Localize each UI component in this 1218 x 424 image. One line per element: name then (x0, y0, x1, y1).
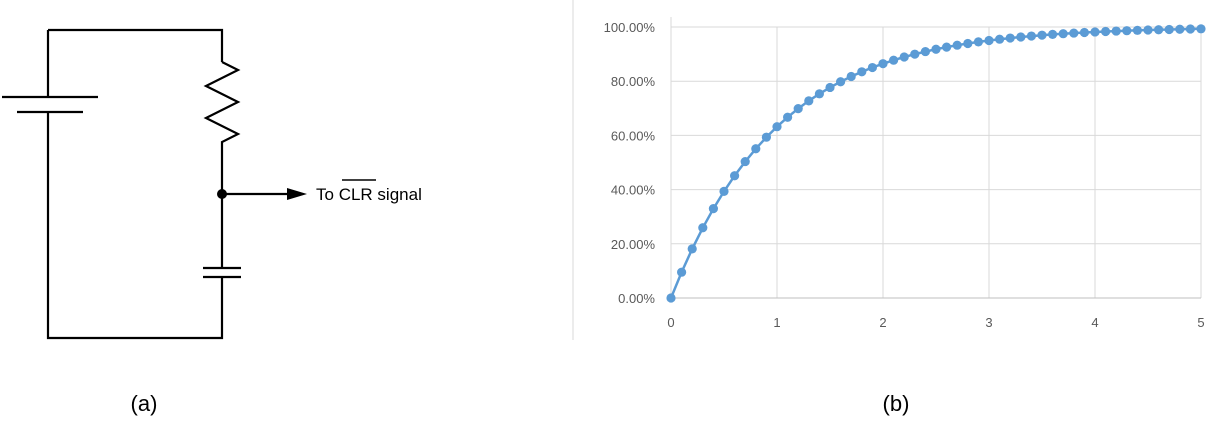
y-tick-label: 100.00% (604, 20, 656, 35)
data-point (857, 67, 867, 77)
charge-curve-chart: 0.00% 20.00% 40.00% 60.00% 80.00% 100.00% 0 1 2 3… (604, 17, 1206, 330)
output-label-signal: CLR (339, 185, 373, 204)
y-tick-label: 40.00% (611, 183, 656, 198)
data-point (1164, 24, 1174, 35)
data-point (878, 59, 888, 69)
data-point (931, 44, 941, 54)
output-arrow (287, 188, 307, 200)
x-tick-label: 0 (667, 315, 674, 330)
chart-grid (671, 26, 1202, 298)
data-point (942, 42, 952, 52)
data-point (1005, 33, 1015, 43)
data-point (867, 62, 878, 73)
data-point (1122, 26, 1132, 36)
data-point (1048, 29, 1058, 39)
data-point (836, 77, 846, 87)
top-wire (48, 28, 224, 62)
data-point (751, 144, 761, 154)
data-point (1037, 30, 1047, 40)
data-point (1016, 32, 1026, 42)
data-point (666, 293, 676, 303)
data-point (1111, 26, 1121, 36)
data-point (687, 244, 697, 254)
data-point (730, 171, 740, 181)
data-point (952, 40, 962, 50)
data-point (708, 204, 719, 214)
data-point (740, 156, 750, 167)
data-point (1069, 28, 1079, 38)
data-point (899, 52, 909, 62)
data-point (1143, 25, 1153, 35)
x-tick-label: 1 (773, 315, 780, 330)
data-point (772, 122, 782, 132)
data-point (995, 34, 1005, 44)
data-point (920, 46, 931, 57)
x-tick-label: 5 (1197, 315, 1204, 330)
data-point (1026, 31, 1036, 41)
data-point (793, 104, 803, 114)
data-point (804, 96, 814, 106)
x-tick-label: 3 (985, 315, 992, 330)
output-label-prefix: To (316, 185, 339, 204)
panel-a-label: (a) (131, 391, 158, 416)
y-tick-label: 0.00% (618, 291, 655, 306)
data-point (1196, 24, 1206, 34)
data-point (1185, 24, 1195, 34)
chart-axes: 0.00% 20.00% 40.00% 60.00% 80.00% 100.00% 0 1 2 3… (604, 17, 1205, 330)
data-point (910, 49, 920, 59)
data-point (783, 112, 793, 122)
series-line (669, 27, 1202, 299)
left-wire-lower (46, 112, 224, 340)
data-point (963, 38, 973, 49)
y-tick-label: 60.00% (611, 128, 656, 143)
data-point (677, 267, 687, 277)
data-point (973, 37, 984, 47)
data-point (1132, 25, 1142, 35)
x-tick-label: 2 (879, 315, 886, 330)
data-point (984, 35, 994, 46)
data-point (719, 186, 729, 196)
x-tick-label: 4 (1091, 315, 1098, 330)
data-point (698, 223, 708, 233)
data-point (846, 71, 856, 82)
y-tick-label: 80.00% (611, 74, 656, 89)
panel-b-label: (b) (883, 391, 910, 416)
data-point (825, 82, 835, 93)
circuit-diagram: To CLR signal (2, 28, 422, 340)
data-point (1079, 27, 1089, 38)
data-point (1090, 27, 1100, 37)
output-label: To CLR signal (316, 185, 422, 204)
resistor (203, 61, 241, 194)
data-point (1101, 26, 1111, 37)
data-point (814, 89, 825, 99)
data-point (1175, 24, 1185, 34)
output-label-suffix: signal (373, 185, 422, 204)
data-point (1058, 29, 1068, 39)
data-point (761, 132, 772, 142)
data-point (889, 55, 899, 65)
data-point (1154, 25, 1164, 35)
chart-series (666, 24, 1206, 303)
y-tick-label: 20.00% (611, 237, 656, 252)
